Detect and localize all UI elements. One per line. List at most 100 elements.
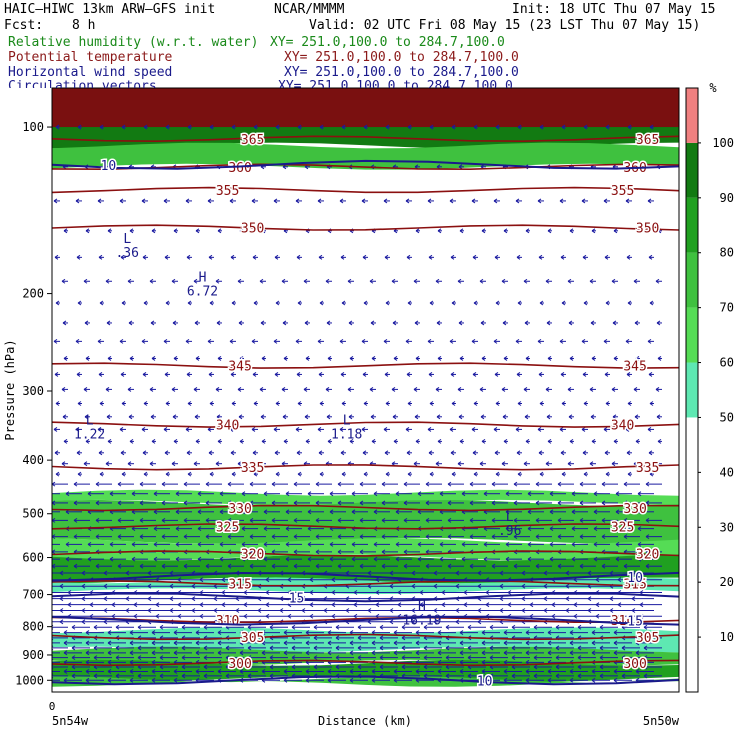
- wind-vector: [428, 372, 434, 377]
- wind-vector: [559, 198, 566, 204]
- wind-vector: [281, 278, 288, 284]
- wind-vector: [581, 338, 588, 344]
- y-tick-label: 700: [22, 588, 44, 602]
- wind-vector: [111, 613, 134, 619]
- wind-vector: [419, 590, 442, 595]
- wind-vector: [249, 517, 266, 523]
- wind-vector: [199, 613, 222, 619]
- wind-vector: [455, 570, 478, 576]
- wind-vector: [513, 563, 530, 569]
- wind-vector: [595, 602, 618, 608]
- wind-vector: [353, 590, 376, 595]
- wind-vector: [139, 481, 156, 487]
- wind-vector: [345, 608, 368, 613]
- wind-vector: [331, 590, 354, 595]
- wind-vector: [477, 583, 500, 589]
- wind-vector: [197, 541, 214, 547]
- wind-vector: [549, 491, 566, 497]
- wind-vector: [437, 356, 442, 361]
- wind-vector: [419, 602, 442, 608]
- wind-vector: [87, 556, 104, 562]
- wind-vector: [577, 645, 596, 651]
- wind-vector: [125, 608, 148, 613]
- wind-vector: [567, 278, 574, 284]
- wind-vector: [549, 541, 566, 547]
- wind-vector: [385, 124, 390, 130]
- wind-vector: [265, 613, 288, 619]
- wind-vector: [149, 461, 156, 467]
- theta-contour-label: 340: [216, 419, 239, 434]
- wind-vector: [433, 608, 456, 613]
- wind-vector: [309, 590, 332, 595]
- low-marker: L1.18: [331, 414, 362, 443]
- colorbar-unit: %: [709, 81, 717, 95]
- colorbar-tick-label: 70: [720, 301, 734, 315]
- wind-vector: [425, 500, 442, 506]
- wind-vector: [119, 198, 126, 204]
- wind-vector: [73, 563, 90, 569]
- wind-vector: [473, 300, 478, 306]
- wind-vector: [393, 438, 398, 444]
- wind-vector: [591, 677, 610, 683]
- wind-vector: [173, 669, 192, 674]
- wind-vector: [411, 608, 434, 613]
- wind-vector: [637, 509, 654, 515]
- wind-vector: [581, 198, 588, 204]
- wind-vector: [503, 669, 522, 674]
- wind-vector: [583, 300, 588, 306]
- wind-vector: [648, 372, 654, 377]
- wind-vector: [295, 338, 302, 344]
- wind-vector: [524, 414, 530, 420]
- wind-vector: [633, 278, 640, 284]
- wind-vector: [161, 481, 178, 487]
- wind-vector: [565, 570, 588, 576]
- rh-top-band: [52, 88, 679, 128]
- wind-vector: [491, 500, 508, 506]
- wind-vector: [517, 300, 522, 306]
- wind-contour-line: [52, 592, 679, 603]
- wind-vector: [591, 228, 596, 234]
- theta-contour-line: [52, 362, 679, 369]
- wind-vector: [193, 461, 200, 467]
- wind-vector: [285, 556, 302, 562]
- wind-vector: [187, 471, 192, 477]
- wind-vector: [65, 556, 82, 562]
- wind-vector: [357, 624, 376, 630]
- wind-vector: [384, 450, 390, 456]
- wind-vector: [295, 198, 302, 204]
- wind-vector: [227, 517, 244, 523]
- wind-vector: [429, 124, 434, 130]
- wind-vector: [561, 300, 566, 306]
- wind-vector: [59, 619, 82, 625]
- wind-vector: [137, 624, 156, 630]
- wind-vector: [318, 372, 324, 377]
- wind-vector: [413, 461, 420, 467]
- wind-vector: [609, 608, 632, 613]
- wind-vector: [52, 511, 60, 513]
- wind-vector: [450, 372, 456, 377]
- wind-vector: [283, 630, 302, 636]
- wind-vector: [427, 426, 434, 432]
- wind-vector: [538, 254, 544, 260]
- wind-vector: [261, 669, 280, 674]
- wind-vector: [293, 534, 310, 540]
- high-marker: H6.72: [187, 270, 218, 299]
- wind-vector: [337, 481, 354, 487]
- wind-vector: [279, 608, 302, 613]
- circulation-vectors: [52, 124, 662, 683]
- wind-vector: [359, 481, 376, 487]
- wind-vector: [319, 401, 324, 406]
- theta-contour-line: [52, 464, 679, 471]
- wind-vector: [557, 517, 574, 523]
- wind-vector: [525, 669, 544, 674]
- wind-vector: [191, 608, 214, 613]
- wind-vector: [261, 640, 280, 646]
- wind-vector: [363, 300, 368, 306]
- wind-vector: [353, 602, 376, 608]
- wind-vector: [643, 673, 662, 679]
- wind-vector: [439, 556, 456, 562]
- wind-vector: [239, 438, 244, 444]
- wind-vector: [139, 517, 156, 523]
- wind-vector: [274, 254, 280, 260]
- wind-vector: [151, 650, 170, 656]
